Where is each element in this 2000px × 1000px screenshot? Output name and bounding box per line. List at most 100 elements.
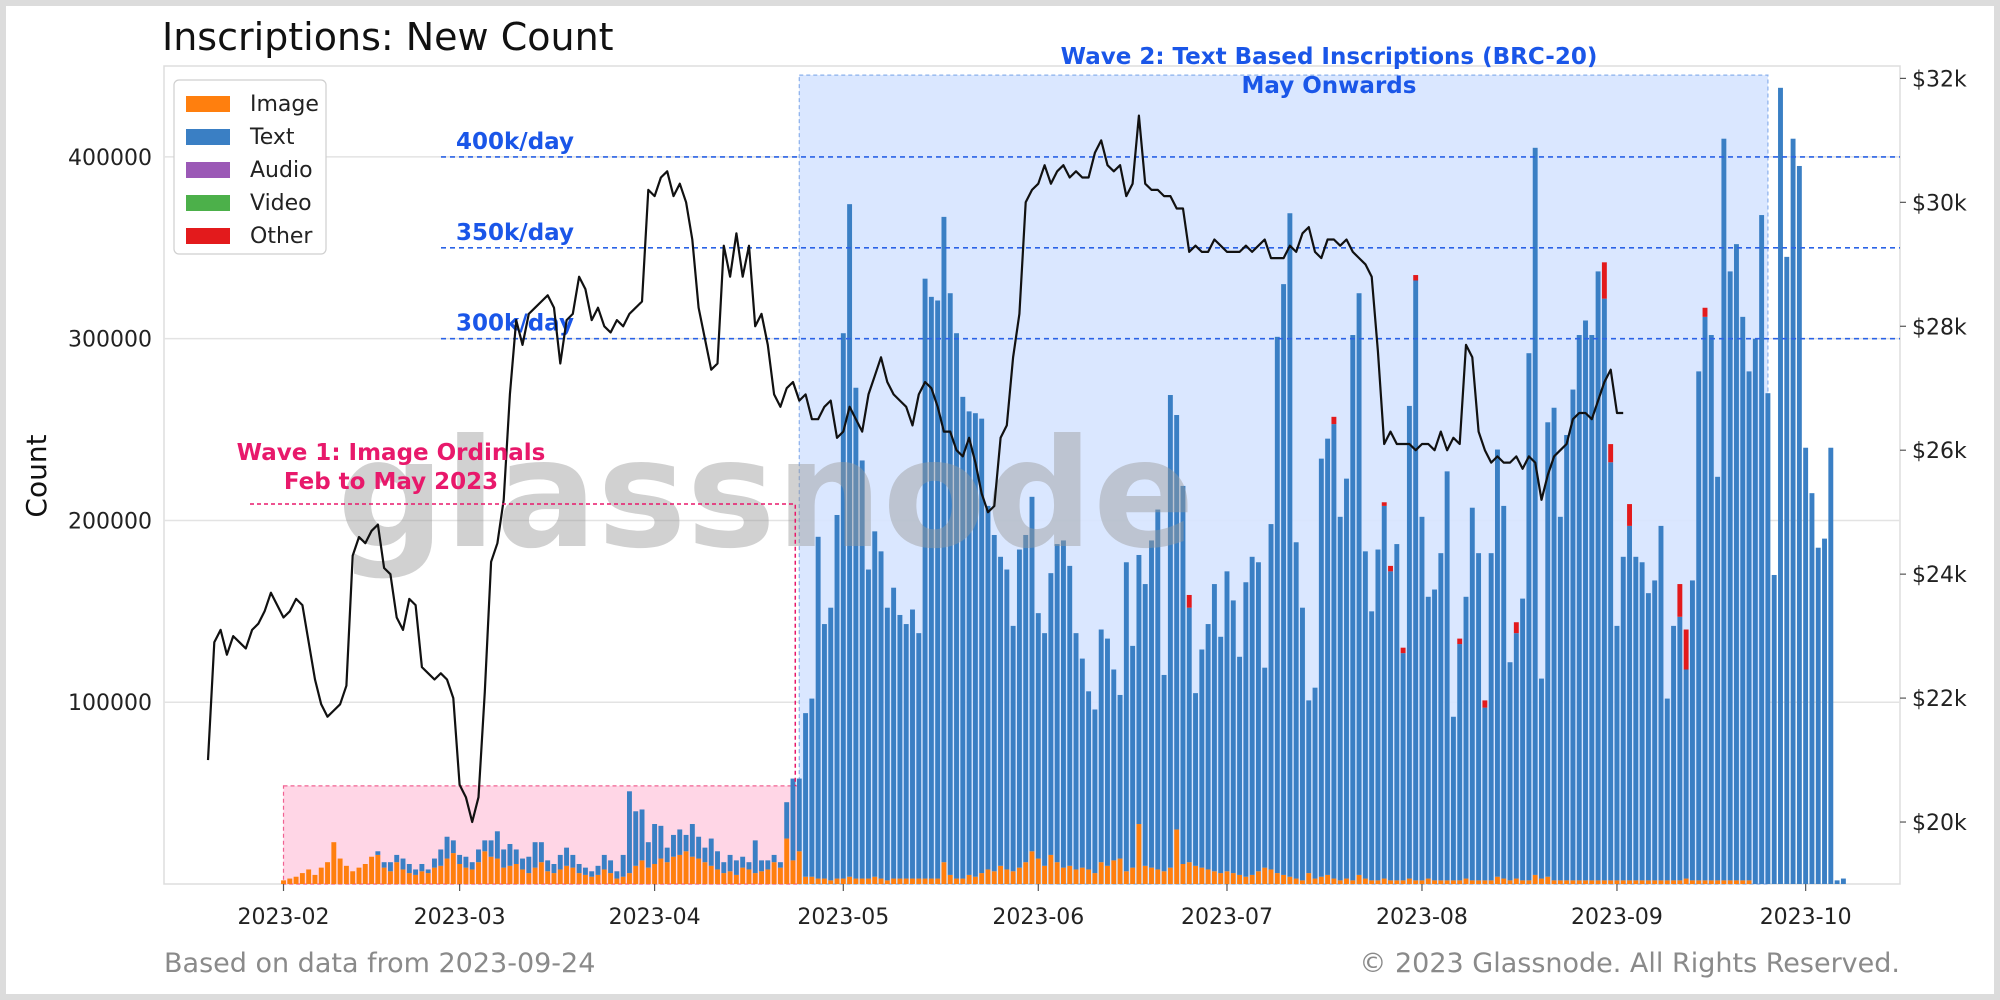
bar-text: [796, 778, 802, 852]
bar-image: [419, 871, 425, 884]
bar-text: [696, 836, 702, 859]
bar-text: [834, 514, 840, 879]
bar-text: [759, 860, 764, 872]
bar-text: [1721, 138, 1727, 881]
bar-text: [1243, 582, 1249, 877]
bar-text: [1513, 633, 1519, 879]
bar-text: [1268, 524, 1274, 870]
bar-image: [947, 874, 953, 884]
bar-text: [708, 838, 714, 866]
bar-image: [620, 876, 626, 884]
legend-swatch: [186, 129, 230, 145]
threshold-label: 350k/day: [456, 220, 574, 246]
bar-image: [476, 862, 481, 884]
bar-other: [1388, 565, 1393, 572]
bar-text: [664, 847, 670, 863]
bar-image: [765, 869, 771, 884]
bar-text: [1815, 547, 1821, 884]
bar-text: [1287, 213, 1293, 877]
bar-text: [1715, 476, 1721, 881]
bar-text: [469, 862, 475, 870]
bar-image: [463, 867, 469, 884]
bar-text: [457, 854, 463, 865]
bar-text: [1331, 424, 1337, 879]
bar-image: [784, 838, 790, 884]
bar-image: [1218, 873, 1224, 884]
bar-image: [1381, 878, 1387, 884]
bar-text: [928, 296, 934, 879]
bar-text: [1444, 471, 1450, 881]
y-axis-label: Count: [20, 434, 53, 517]
bar-text: [1406, 405, 1412, 879]
bar-image: [1438, 880, 1444, 884]
bar-text: [1790, 138, 1796, 884]
bar-image: [928, 878, 934, 884]
bar-image: [1060, 867, 1066, 884]
bar-image: [1174, 829, 1180, 884]
bar-image: [803, 876, 809, 884]
bar-text: [652, 824, 658, 865]
bar-image: [1488, 880, 1494, 884]
bar-image: [488, 856, 494, 884]
bar-text: [1356, 293, 1362, 875]
bar-other: [1482, 700, 1488, 708]
bar-text: [1759, 215, 1765, 884]
bar-text: [582, 867, 588, 875]
x-tick-label: 2023-09: [1571, 905, 1663, 930]
bar-image: [595, 874, 601, 884]
bar-image: [1507, 880, 1513, 884]
bar-text: [1557, 516, 1563, 881]
bar-text: [1136, 554, 1142, 825]
y2-tick-label: $28k: [1912, 315, 1967, 340]
bar-image: [671, 856, 676, 884]
bar-image: [1551, 880, 1557, 884]
bar-image: [1337, 880, 1343, 884]
bar-text: [645, 842, 651, 868]
bar-image: [375, 854, 381, 884]
x-tick-label: 2023-06: [992, 905, 1084, 930]
bar-text: [1765, 393, 1771, 884]
bar-image: [1193, 865, 1198, 884]
bar-image: [652, 864, 658, 884]
wave1-title: Wave 1: Image Ordinals: [237, 440, 546, 466]
bar-image: [369, 856, 375, 884]
footer-source: Based on data from 2023-09-24: [164, 948, 595, 979]
bar-image: [331, 842, 337, 884]
bar-image: [362, 864, 368, 884]
bar-text: [1281, 284, 1287, 875]
bar-image: [1463, 878, 1469, 884]
bar-image: [1073, 869, 1079, 884]
bar-text: [1186, 607, 1192, 863]
bar-image: [1155, 869, 1161, 884]
bar-text: [922, 278, 928, 879]
bar-text: [1438, 553, 1444, 881]
bar-image: [1394, 880, 1400, 884]
bar-text: [998, 556, 1004, 866]
bar-image: [1023, 862, 1029, 884]
bar-image: [1740, 880, 1746, 884]
bar-image: [1658, 880, 1664, 884]
bar-text: [601, 854, 607, 870]
bar-text: [1627, 525, 1632, 881]
bar-text: [1809, 493, 1815, 884]
y-tick-label: 100000: [68, 691, 152, 716]
bar-text: [1067, 565, 1073, 866]
bar-image: [1092, 873, 1098, 884]
bar-text: [1677, 616, 1683, 881]
bar-image: [432, 867, 437, 884]
bar-text: [1035, 613, 1041, 859]
bar-image: [350, 871, 356, 884]
y2-tick-label: $20k: [1912, 811, 1967, 836]
bar-text: [1400, 653, 1406, 881]
bar-image: [1180, 864, 1186, 884]
bar-other: [1413, 275, 1419, 281]
bar-image: [1545, 876, 1551, 884]
bar-image: [1167, 867, 1173, 884]
bar-image: [1287, 876, 1293, 884]
bar-text: [501, 849, 507, 868]
bar-text: [1696, 371, 1702, 881]
bar-text: [1123, 562, 1129, 872]
bar-image: [1086, 869, 1092, 884]
bar-image: [312, 874, 318, 884]
bar-image: [872, 876, 878, 884]
